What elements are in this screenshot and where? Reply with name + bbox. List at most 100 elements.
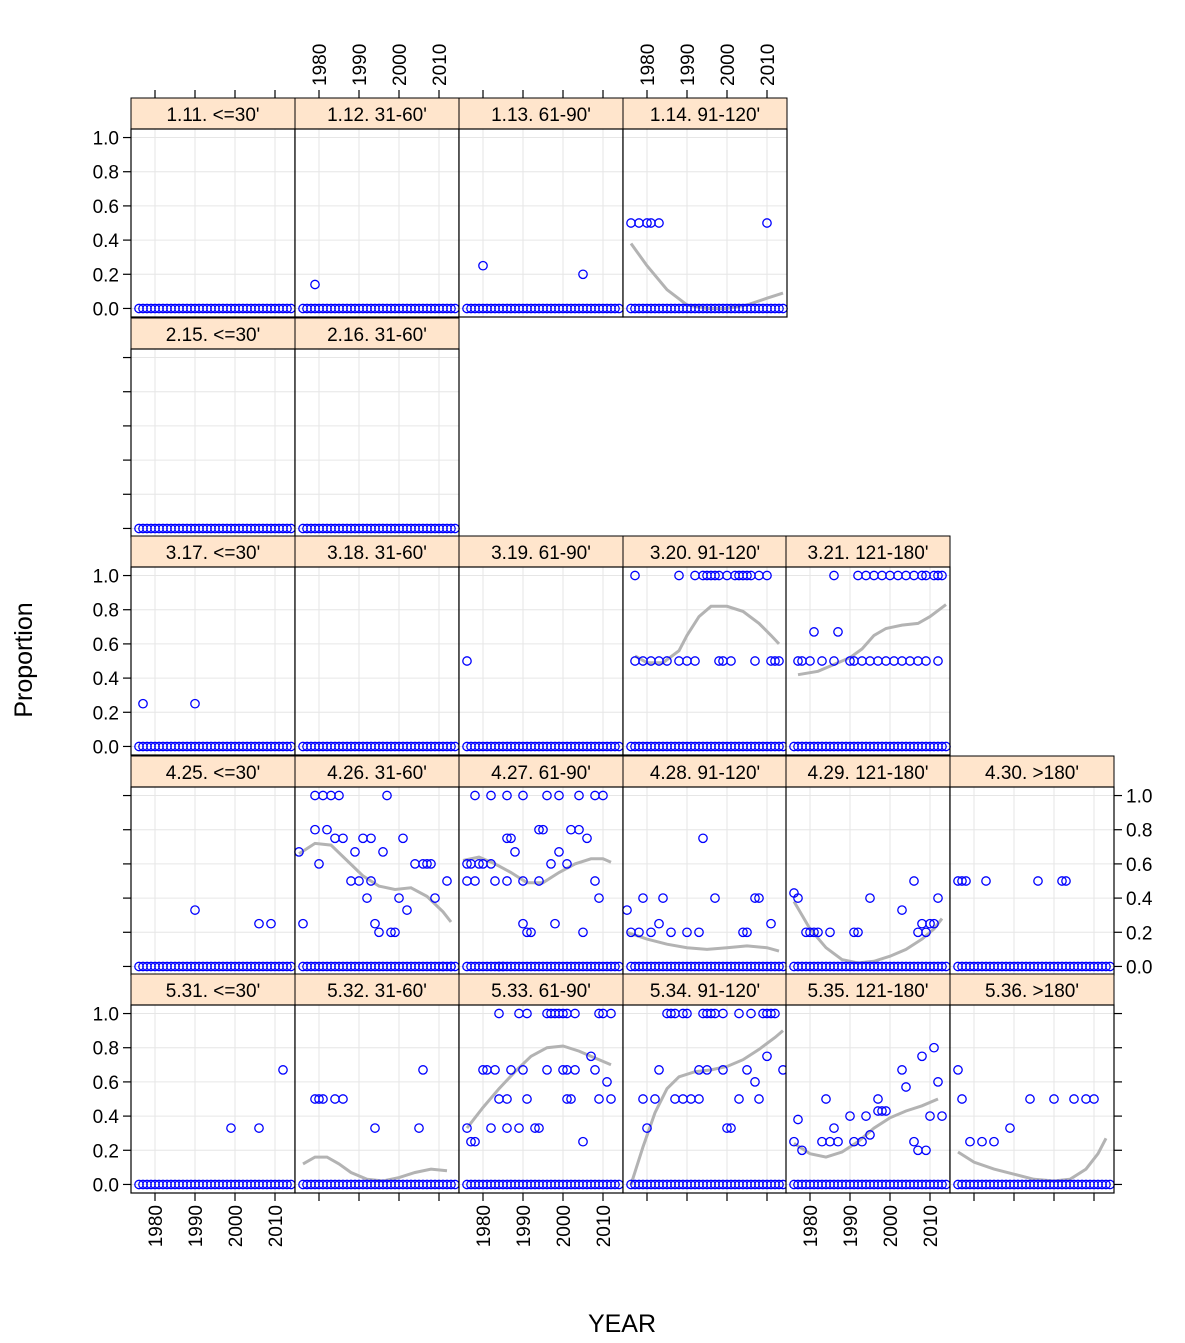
data-point — [646, 927, 656, 938]
y-tick-label: 0.4 — [1126, 889, 1153, 910]
y-tick-label: 0.2 — [1126, 923, 1152, 944]
data-point — [338, 833, 348, 844]
data-point — [446, 1179, 456, 1190]
data-point — [510, 847, 520, 857]
data-point — [190, 698, 200, 709]
data-point — [498, 961, 508, 972]
y-tick-label: 0.0 — [1126, 957, 1152, 978]
data-point — [386, 927, 396, 938]
data-point — [678, 1008, 688, 1019]
data-point — [642, 1123, 652, 1133]
data-point — [602, 1077, 612, 1087]
strip-label: 4.26. 31-60' — [327, 763, 427, 784]
strip-background — [130, 535, 296, 568]
data-point — [478, 260, 488, 271]
data-point — [502, 876, 512, 886]
strip-background — [949, 973, 1115, 1006]
data-point — [774, 1179, 784, 1190]
data-point — [849, 927, 859, 938]
x-tick-label: 2010 — [594, 1205, 615, 1247]
x-tick-label: 1990 — [841, 1205, 862, 1247]
x-tick-label: 1990 — [678, 44, 699, 86]
y-tick-label: 0.2 — [93, 703, 119, 724]
data-point — [382, 790, 392, 801]
data-point — [654, 1065, 664, 1075]
data-point — [774, 303, 784, 314]
data-point — [658, 893, 668, 903]
panel-background — [786, 787, 950, 975]
data-point — [418, 1065, 428, 1075]
data-point — [634, 927, 644, 938]
data-point — [809, 627, 819, 637]
data-point — [466, 1136, 476, 1147]
strip-background — [294, 97, 460, 130]
x-tick-label: 2010 — [430, 44, 451, 86]
data-point — [554, 790, 564, 801]
strip-background — [622, 973, 788, 1006]
x-tick-label: 2000 — [718, 44, 739, 86]
data-point — [278, 1065, 288, 1075]
y-tick-label: 0.2 — [93, 1141, 119, 1162]
smooth-curve — [626, 930, 780, 953]
data-point — [282, 741, 292, 752]
strip-label: 5.36. >180' — [985, 981, 1079, 1002]
strip-label: 1.11. <=30' — [166, 105, 259, 126]
data-point — [1049, 1094, 1059, 1104]
data-point — [698, 833, 708, 844]
data-point — [710, 893, 720, 903]
data-point — [606, 1094, 616, 1104]
data-point — [590, 876, 600, 886]
data-point — [590, 1065, 600, 1075]
strip-label: 5.33. 61-90' — [491, 981, 591, 1002]
data-point — [762, 1051, 772, 1062]
data-point — [933, 893, 943, 903]
data-point — [642, 218, 652, 228]
data-point — [470, 790, 480, 801]
strip-background — [458, 97, 624, 130]
strip-label: 1.14. 91-120' — [650, 105, 760, 126]
panel-background — [459, 787, 623, 975]
data-point — [370, 918, 380, 929]
data-point — [514, 1123, 524, 1133]
panel-border — [622, 128, 788, 318]
data-point — [961, 876, 971, 886]
panel: 2.15. <=30' — [130, 317, 296, 538]
data-point — [606, 1008, 616, 1019]
y-tick-label: 0.2 — [93, 265, 119, 286]
y-tick-label: 0.6 — [1126, 855, 1152, 876]
panel: 1.14. 91-120' — [622, 97, 788, 318]
data-point — [562, 859, 572, 869]
data-point — [754, 893, 764, 903]
data-point — [909, 876, 919, 886]
data-point — [742, 927, 752, 938]
smooth-curve — [634, 604, 781, 665]
data-point — [793, 656, 803, 666]
data-point — [762, 218, 772, 228]
panel-border — [949, 1004, 1115, 1194]
data-point — [446, 523, 456, 534]
data-point — [486, 1123, 496, 1133]
y-tick-label: 0.4 — [93, 231, 120, 252]
data-point — [630, 570, 640, 581]
y-tick-label: 0.8 — [93, 1039, 119, 1060]
data-point — [542, 1065, 552, 1075]
data-point — [817, 656, 827, 666]
data-point — [833, 1136, 843, 1147]
panel-background — [295, 567, 459, 755]
data-point — [937, 961, 947, 972]
data-point — [953, 1065, 963, 1075]
data-point — [586, 1051, 596, 1062]
data-point — [546, 859, 556, 869]
strip-label: 4.30. >180' — [985, 763, 1079, 784]
data-point — [766, 1008, 776, 1019]
data-point — [821, 1094, 831, 1104]
y-tick-label: 0.8 — [93, 601, 119, 622]
panel: 2.16. 31-60' — [294, 317, 460, 538]
panel-border — [785, 566, 951, 756]
y-tick-label: 0.0 — [93, 737, 119, 758]
panel: 4.29. 121-180' — [785, 755, 951, 976]
strip-label: 5.32. 31-60' — [327, 981, 427, 1002]
data-point — [282, 1179, 292, 1190]
strip-label: 4.29. 121-180' — [808, 763, 929, 784]
